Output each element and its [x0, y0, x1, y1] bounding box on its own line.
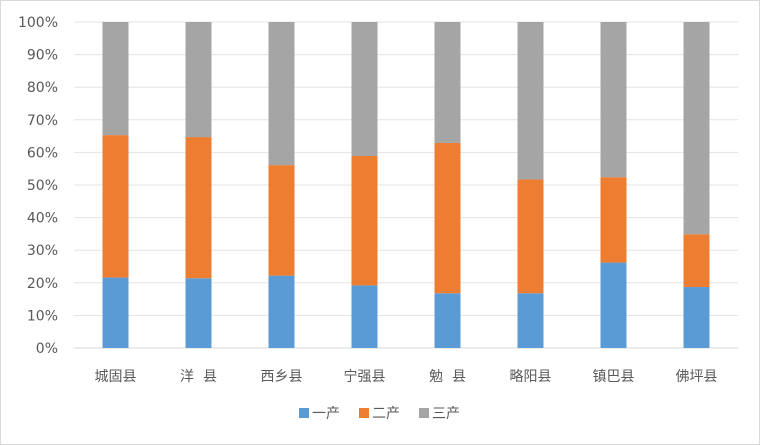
bar-segment: [683, 234, 710, 288]
y-tick-label: 60%: [27, 145, 58, 161]
bar-segment: [351, 22, 378, 156]
bar-segment: [434, 293, 461, 348]
y-tick-label: 80%: [27, 80, 58, 96]
x-tick-label: 镇巴县: [593, 369, 635, 385]
bar-segment: [517, 293, 544, 348]
x-tick-label: 略阳县: [510, 369, 552, 385]
bar-segment: [102, 22, 129, 136]
bar-segment: [268, 275, 295, 348]
y-tick-label: 0%: [36, 341, 58, 357]
bar-segment: [434, 142, 461, 294]
bar-segment: [268, 22, 295, 166]
y-tick-label: 50%: [27, 178, 58, 194]
bar-segment: [434, 22, 461, 143]
y-tick-label: 30%: [27, 243, 58, 259]
bar-segment: [185, 137, 212, 279]
bar-segment: [185, 22, 212, 138]
bar-segment: [351, 155, 378, 286]
x-tick-label: 勉 县: [429, 369, 466, 385]
bar-segment: [517, 22, 544, 180]
y-tick-label: 20%: [27, 276, 58, 292]
bar-segment: [600, 177, 627, 263]
bar-segment: [351, 285, 378, 348]
x-tick-label: 佛坪县: [676, 369, 718, 385]
legend-swatch: [359, 408, 369, 418]
y-tick-label: 100%: [18, 15, 58, 31]
x-tick-label: 城固县: [95, 369, 137, 385]
bar-segment: [600, 22, 627, 178]
legend-label: 二产: [372, 406, 400, 422]
bar-segment: [185, 278, 212, 348]
bar-segment: [683, 287, 710, 348]
x-tick-label: 洋 县: [180, 369, 217, 385]
legend-label: 三产: [432, 406, 460, 422]
bar-segment: [102, 277, 129, 348]
legend-swatch: [299, 408, 309, 418]
y-tick-label: 70%: [27, 113, 58, 129]
y-tick-label: 40%: [27, 211, 58, 227]
bar-segment: [102, 135, 129, 278]
y-tick-label: 10%: [27, 308, 58, 324]
x-tick-label: 宁强县: [344, 368, 386, 385]
bar-segment: [517, 179, 544, 294]
y-tick-label: 90%: [27, 48, 58, 64]
legend-label: 一产: [312, 406, 340, 422]
bar-segment: [600, 262, 627, 348]
x-tick-label: 西乡县: [261, 369, 303, 385]
bar-segment: [683, 22, 710, 235]
bar-segment: [268, 165, 295, 276]
legend-swatch: [419, 408, 429, 418]
